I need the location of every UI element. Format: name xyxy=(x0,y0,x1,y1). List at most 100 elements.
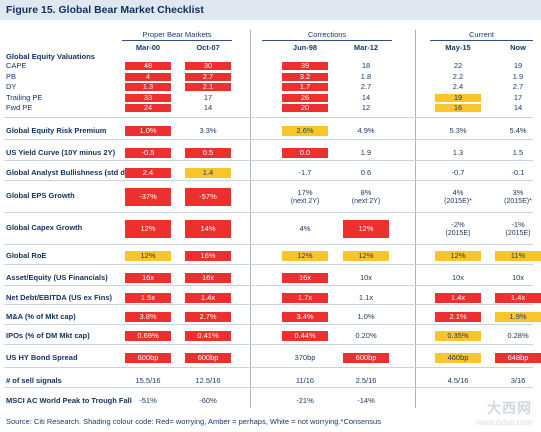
cell-value: -0.5 xyxy=(141,148,155,157)
cell-subnote: (2015E)* xyxy=(504,198,532,205)
table-cell: -60% xyxy=(185,396,231,406)
group-header: Current xyxy=(468,30,494,39)
table-cell: 460bp xyxy=(435,353,481,363)
cell-value: 11% xyxy=(510,251,526,260)
table-cell: 16 xyxy=(435,104,481,112)
cell-value: 16% xyxy=(200,251,216,260)
cell-value: 1.1x xyxy=(358,293,374,302)
cell-value: 2.5/16 xyxy=(355,376,377,385)
table-cell: 2.2 xyxy=(435,73,481,81)
table-cell: 3.4% xyxy=(282,312,328,322)
table-cell: -51% xyxy=(125,396,171,406)
table-cell: 1.1x xyxy=(343,293,389,303)
table-cell: 0.35% xyxy=(435,331,481,341)
cell-subnote: (2015E) xyxy=(505,230,531,237)
watermark-logo-text: 大西网 xyxy=(487,400,532,416)
table-cell: 2.6% xyxy=(282,126,328,136)
table-cell: 1.8 xyxy=(343,73,389,81)
cell-value: 4% xyxy=(299,224,311,233)
watermark-url: www.dxbei.com xyxy=(476,418,532,427)
cell-value: 2.4 xyxy=(452,82,464,91)
table-cell: 3.8% xyxy=(125,312,171,322)
cell-value: -1% xyxy=(511,220,525,229)
table-cell: 2.1% xyxy=(435,312,481,322)
row-label: Global RoE xyxy=(6,251,47,260)
cell-value: 1.3 xyxy=(452,148,464,157)
cell-value: 17% xyxy=(297,188,313,197)
cell-value: 1.5x xyxy=(140,293,156,302)
table-cell: 14 xyxy=(343,94,389,102)
table-cell: -2% (2015E) xyxy=(435,220,481,238)
table-cell: 14 xyxy=(495,104,541,112)
row-label: Global Capex Growth xyxy=(6,223,83,232)
cell-value: 48 xyxy=(143,61,153,70)
table-cell: 15.5/16 xyxy=(125,376,171,386)
row-divider xyxy=(4,264,533,265)
cell-value: 16x xyxy=(201,273,215,282)
cell-value: -0.7 xyxy=(451,168,465,177)
column-header: Mar-00 xyxy=(135,43,161,52)
table-cell: 1.0% xyxy=(125,126,171,136)
cell-value: 14 xyxy=(361,93,371,102)
table-cell: 4.5/16 xyxy=(435,376,481,386)
table-cell: 4.9% xyxy=(343,126,389,136)
column-divider xyxy=(250,30,251,408)
table-cell: 0.20% xyxy=(343,331,389,341)
table-cell: 1.7x xyxy=(282,293,328,303)
row-label: PB xyxy=(6,72,17,81)
cell-value: 30 xyxy=(203,61,213,70)
cell-value: -37% xyxy=(139,192,157,201)
cell-value: 33 xyxy=(143,93,153,102)
table-cell: -1.7 xyxy=(282,168,328,178)
row-label: US HY Bond Spread xyxy=(6,353,78,362)
cell-value: 12% xyxy=(450,251,466,260)
row-divider xyxy=(4,324,533,325)
cell-value: 3.2 xyxy=(299,72,311,81)
table-cell: 2.7% xyxy=(185,312,231,322)
row-divider xyxy=(4,285,533,286)
cell-value: 3/16 xyxy=(510,376,526,385)
table-cell: 5.4% xyxy=(495,126,541,136)
column-header: May-15 xyxy=(445,43,471,52)
site-watermark: 大西网 www.dxbei.com xyxy=(460,398,532,428)
table-cell: 1.4x xyxy=(185,293,231,303)
cell-value: 0.44% xyxy=(294,331,316,340)
cell-value: 370bp xyxy=(294,353,316,362)
table-cell: 14 xyxy=(185,104,231,112)
row-divider xyxy=(4,180,533,181)
table-cell: 1.9 xyxy=(495,73,541,81)
cell-value: 1.7x xyxy=(297,293,313,302)
cell-value: 12% xyxy=(140,224,156,233)
table-cell: 16% xyxy=(185,251,231,261)
table-cell: 10x xyxy=(343,273,389,283)
table-cell: 3.3% xyxy=(185,126,231,136)
table-cell: 10x xyxy=(435,273,481,283)
table-cell: 0.44% xyxy=(282,331,328,341)
table-cell: 600bp xyxy=(125,353,171,363)
cell-value: 12% xyxy=(358,251,374,260)
source-footnote: Source: Citi Research. Shading colour co… xyxy=(6,417,381,426)
group-header: Corrections xyxy=(307,30,347,39)
row-label: Global Equity Risk Premium xyxy=(6,126,107,135)
cell-value: 1.4 xyxy=(202,168,214,177)
row-label: MSCI AC World Peak to Trough Fall xyxy=(6,396,132,405)
table-cell: -37% xyxy=(125,188,171,206)
cell-value: 8% xyxy=(360,188,372,197)
cell-value: 1.4x xyxy=(510,293,526,302)
cell-value: 2.7 xyxy=(512,82,524,91)
row-label: DY xyxy=(6,82,17,91)
table-cell: 17 xyxy=(185,94,231,102)
group-underline xyxy=(122,40,232,41)
column-header: Jun-98 xyxy=(292,43,318,52)
cell-value: 1.3 xyxy=(142,82,154,91)
row-divider xyxy=(4,160,533,161)
cell-value: 0.41% xyxy=(197,331,219,340)
table-cell: 2.5/16 xyxy=(343,376,389,386)
cell-value: 0.28% xyxy=(507,331,529,340)
cell-value: 12% xyxy=(140,251,156,260)
cell-value: 600bp xyxy=(197,353,219,362)
table-cell: 4% (2015E)* xyxy=(435,188,481,206)
table-cell: 3% (2015E)* xyxy=(495,188,541,206)
table-cell: 19 xyxy=(495,62,541,70)
table-cell: 33 xyxy=(125,94,171,102)
